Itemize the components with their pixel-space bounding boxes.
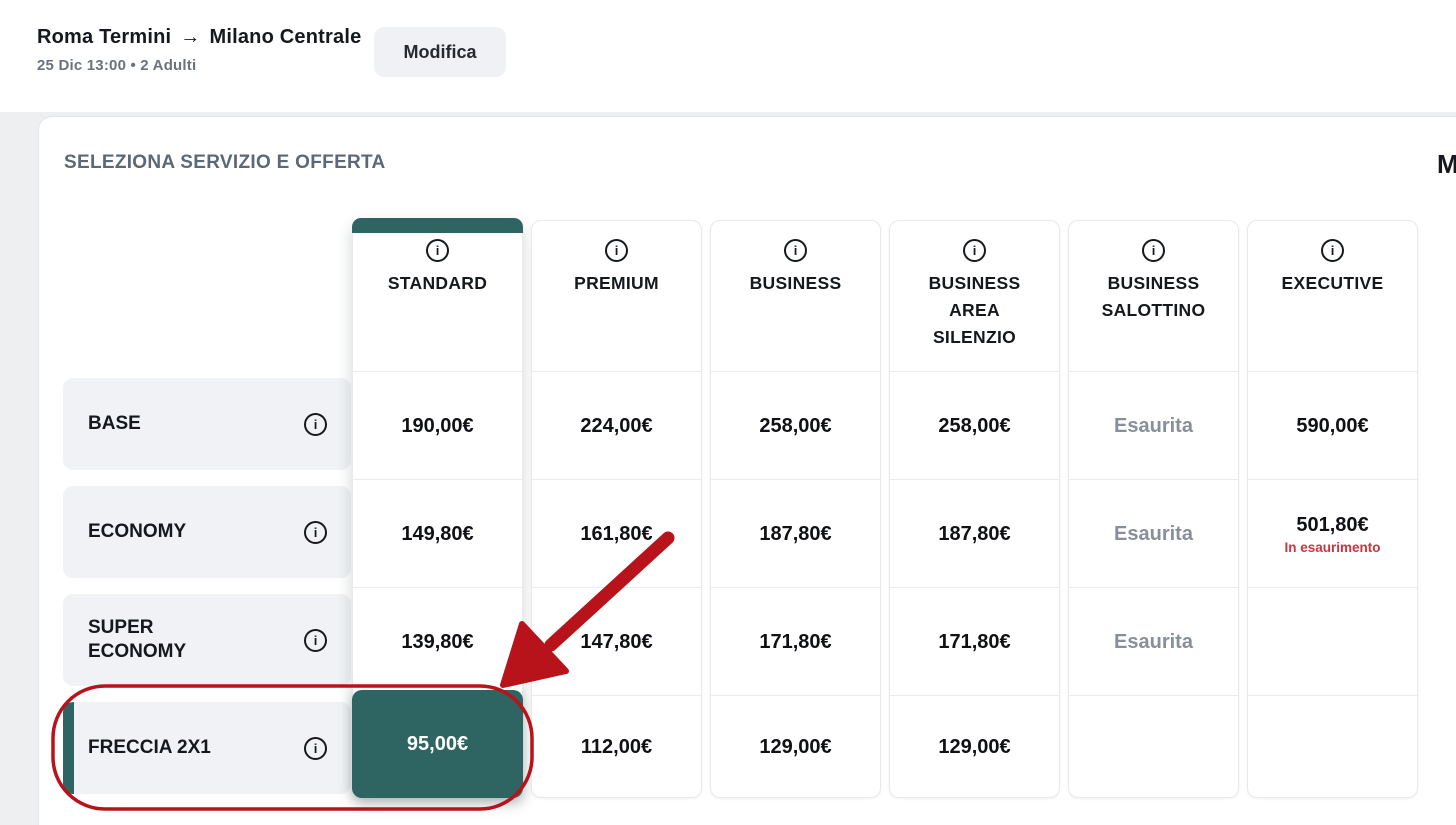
column-card-executive: i EXECUTIVE 590,00€ 501,80€ In esaurimen… xyxy=(1247,220,1418,798)
soldout-label: Esaurita xyxy=(1114,414,1193,437)
fare-cell-super-economy-premium[interactable]: 147,80€ xyxy=(532,587,701,695)
fare-cell-base-premium[interactable]: 224,00€ xyxy=(532,371,701,479)
info-icon[interactable]: i xyxy=(1321,239,1344,262)
fare-cell-super-economy-business[interactable]: 171,80€ xyxy=(711,587,880,695)
trip-header-band: Roma Termini → Milano Centrale 25 Dic 13:0… xyxy=(0,0,1456,112)
column-card-premium: i PREMIUM 224,00€ 161,80€ 147,80€ 112,00… xyxy=(531,220,702,798)
fare-price: 258,00€ xyxy=(938,414,1011,437)
fare-cell-base-executive[interactable]: 590,00€ xyxy=(1248,371,1417,479)
fare-cell-economy-premium[interactable]: 161,80€ xyxy=(532,479,701,587)
row-label-freccia-2x1: FRECCIA 2X1 xyxy=(88,737,211,759)
fare-cell-economy-standard[interactable]: 149,80€ xyxy=(353,479,522,587)
fare-price: 129,00€ xyxy=(759,735,832,758)
section-title: SELEZIONA SERVIZIO E OFFERTA xyxy=(64,152,386,173)
destination-station-label: Milano Centrale xyxy=(209,26,362,48)
fare-cell-freccia-bas[interactable]: 129,00€ xyxy=(890,695,1059,797)
fare-price: 147,80€ xyxy=(580,630,653,653)
fare-price: 171,80€ xyxy=(759,630,832,653)
column-card-business: i BUSINESS 258,00€ 187,80€ 171,80€ 129,0… xyxy=(710,220,881,798)
row-pill-economy: ECONOMY i xyxy=(63,486,351,578)
fare-price: 149,80€ xyxy=(401,522,474,545)
fare-cell-base-salottino-soldout: Esaurita xyxy=(1069,371,1238,479)
info-icon[interactable]: i xyxy=(304,628,327,652)
column-label: STANDARD xyxy=(387,273,488,293)
fare-cell-super-economy-executive-empty xyxy=(1248,587,1417,695)
row-label-base: BASE xyxy=(88,413,141,435)
modify-search-button[interactable]: Modifica xyxy=(374,27,506,77)
info-icon[interactable]: i xyxy=(784,239,807,262)
fare-cell-super-economy-bas[interactable]: 171,80€ xyxy=(890,587,1059,695)
column-label: PREMIUM xyxy=(574,273,659,293)
column-label: BUSINESS SALOTTINO xyxy=(1101,273,1206,321)
fare-price: 161,80€ xyxy=(580,522,653,545)
column-label: BUSINESS xyxy=(749,273,842,293)
column-card-business-salottino: i BUSINESS SALOTTINO Esaurita Esaurita E… xyxy=(1068,220,1239,798)
fare-cell-freccia-business[interactable]: 129,00€ xyxy=(711,695,880,797)
column-label: EXECUTIVE xyxy=(1281,273,1384,293)
trip-details: 25 Dic 13:00 • 2 Adulti xyxy=(37,57,197,74)
soldout-label: Esaurita xyxy=(1114,522,1193,545)
trip-route: Roma Termini → Milano Centrale xyxy=(37,26,361,49)
selected-fare-cell[interactable]: 95,00€ xyxy=(352,690,523,798)
info-icon[interactable]: i xyxy=(605,239,628,262)
info-icon[interactable]: i xyxy=(1142,239,1165,262)
column-header-executive: i EXECUTIVE xyxy=(1248,221,1417,371)
column-header-business-salottino: i BUSINESS SALOTTINO xyxy=(1069,221,1238,371)
availability-warning: In esaurimento xyxy=(1284,539,1381,555)
fare-cell-freccia-executive-empty xyxy=(1248,695,1417,797)
fare-cell-economy-executive[interactable]: 501,80€ In esaurimento xyxy=(1248,479,1417,587)
fare-cell-economy-bas[interactable]: 187,80€ xyxy=(890,479,1059,587)
fare-price: 187,80€ xyxy=(759,522,832,545)
truncated-right-text: M xyxy=(1437,149,1456,179)
selected-column-bar xyxy=(352,218,523,233)
column-header-business-area-silenzio: i BUSINESS AREA SILENZIO xyxy=(890,221,1059,371)
fare-price: 590,00€ xyxy=(1296,414,1369,437)
fare-cell-economy-business[interactable]: 187,80€ xyxy=(711,479,880,587)
row-pill-super-economy: SUPER ECONOMY i xyxy=(63,594,351,686)
fare-cell-base-business[interactable]: 258,00€ xyxy=(711,371,880,479)
fare-price: 501,80€ xyxy=(1296,513,1369,536)
fare-cell-super-economy-salottino-soldout: Esaurita xyxy=(1069,587,1238,695)
fare-price: 258,00€ xyxy=(759,414,832,437)
info-icon[interactable]: i xyxy=(304,520,327,544)
column-header-premium: i PREMIUM xyxy=(532,221,701,371)
fare-price: 224,00€ xyxy=(580,414,653,437)
selected-fare-price: 95,00€ xyxy=(406,733,469,755)
fare-cell-base-bas[interactable]: 258,00€ xyxy=(890,371,1059,479)
fare-price: 187,80€ xyxy=(938,522,1011,545)
row-label-economy: ECONOMY xyxy=(88,521,187,543)
info-icon[interactable]: i xyxy=(304,736,327,760)
route-arrow-icon: → xyxy=(180,26,201,48)
fare-cell-freccia-premium[interactable]: 112,00€ xyxy=(532,695,701,797)
soldout-label: Esaurita xyxy=(1114,630,1193,653)
fare-cell-base-standard[interactable]: 190,00€ xyxy=(353,371,522,479)
column-header-business: i BUSINESS xyxy=(711,221,880,371)
fare-cell-freccia-salottino-empty xyxy=(1069,695,1238,797)
selected-row-accent-bar xyxy=(63,702,74,794)
fare-price: 190,00€ xyxy=(401,414,474,437)
row-pill-base: BASE i xyxy=(63,378,351,470)
fare-cell-super-economy-standard[interactable]: 139,80€ xyxy=(353,587,522,695)
fare-price: 139,80€ xyxy=(401,630,474,653)
column-header-standard: i STANDARD xyxy=(353,221,522,371)
column-label: BUSINESS AREA SILENZIO xyxy=(928,273,1021,348)
row-label-super-economy: SUPER ECONOMY xyxy=(88,617,187,662)
info-icon[interactable]: i xyxy=(304,412,327,436)
fare-price: 171,80€ xyxy=(938,630,1011,653)
column-card-business-area-silenzio: i BUSINESS AREA SILENZIO 258,00€ 187,80€… xyxy=(889,220,1060,798)
info-icon[interactable]: i xyxy=(963,239,986,262)
fare-price: 129,00€ xyxy=(938,735,1011,758)
row-pill-freccia-2x1: FRECCIA 2X1 i xyxy=(63,702,351,794)
origin-station-label: Roma Termini xyxy=(37,26,172,48)
info-icon[interactable]: i xyxy=(426,239,449,262)
fare-price: 112,00€ xyxy=(580,735,653,758)
fare-cell-economy-salottino-soldout: Esaurita xyxy=(1069,479,1238,587)
